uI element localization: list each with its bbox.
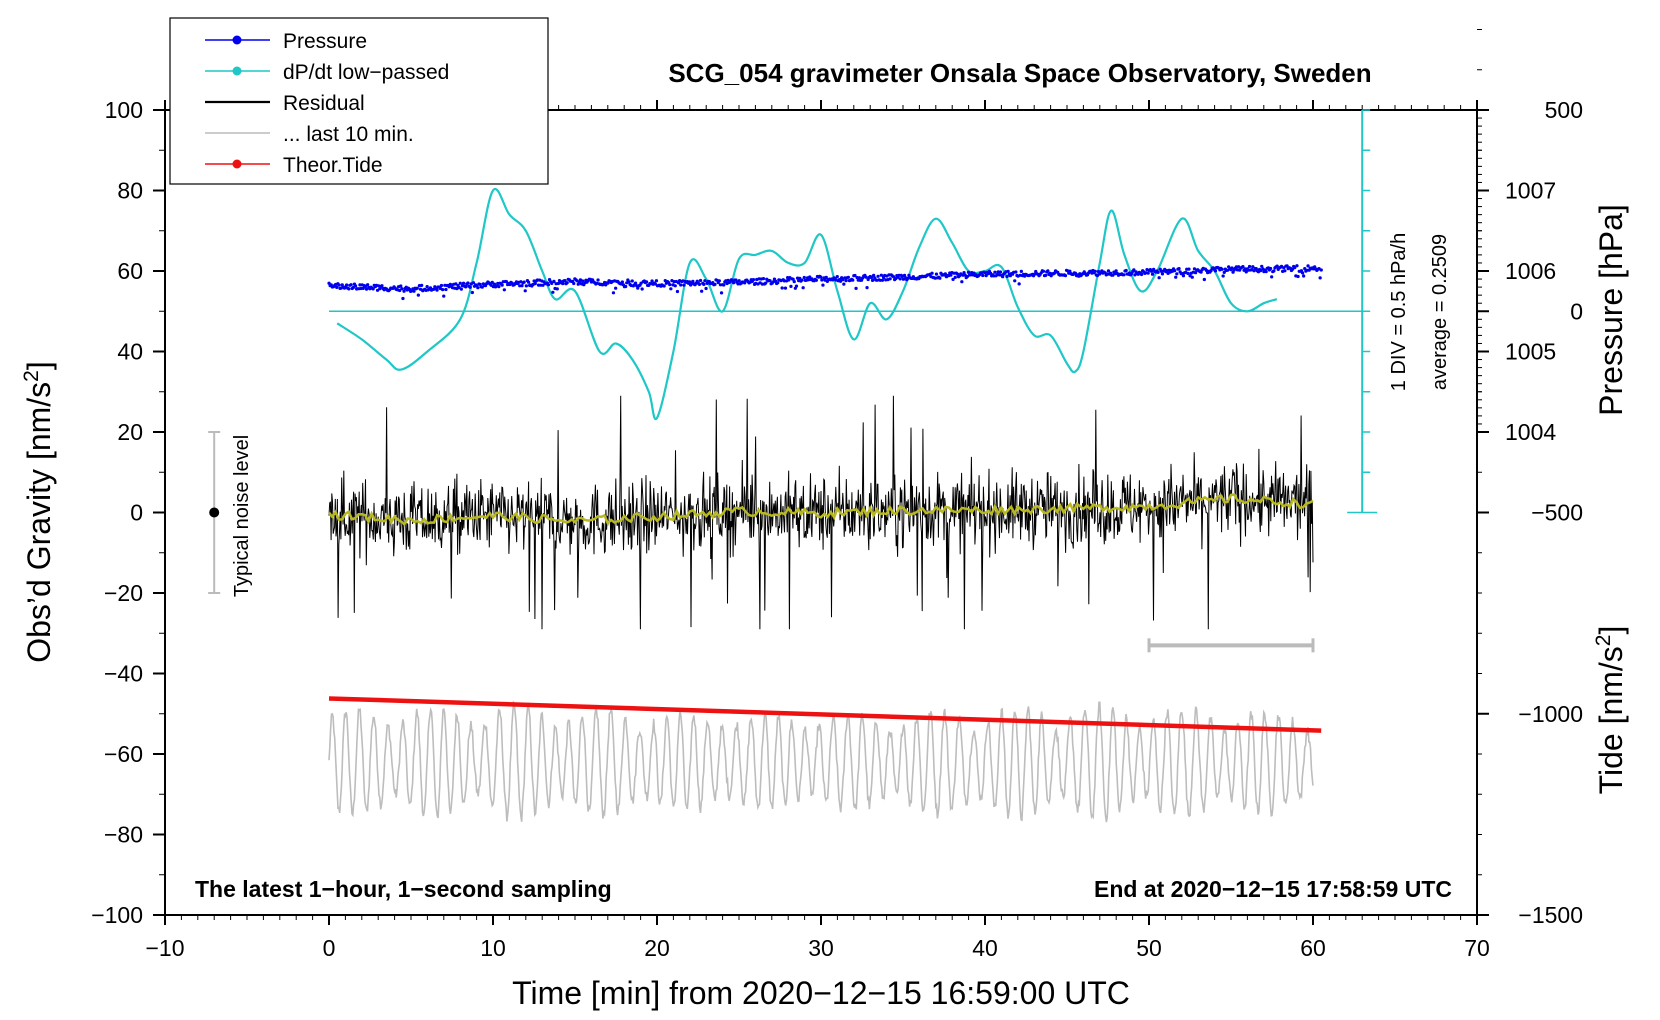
y-tick-label: 40	[117, 339, 143, 365]
x-tick-label: 40	[972, 935, 998, 961]
y-tick-label: −100	[91, 902, 143, 928]
annotation-bottom-left: The latest 1−hour, 1−second sampling	[195, 876, 612, 902]
pressure-tick-label: 1006	[1505, 258, 1556, 284]
dpdt-line	[336, 187, 1278, 421]
y-tick-label: 0	[130, 500, 143, 526]
pressure-tick-label: 1005	[1505, 339, 1556, 365]
y-axis-title-left: Obs’d Gravity [nm/s2]	[20, 361, 57, 663]
y-tick-label: 20	[117, 419, 143, 445]
overlay-marks	[208, 431, 1315, 653]
tide-tick-label: 500	[1545, 97, 1583, 123]
tide-tick-label: −1000	[1518, 701, 1583, 727]
x-tick-label: 0	[323, 935, 336, 961]
x-tick-label: 20	[644, 935, 670, 961]
residual-series	[328, 395, 1314, 630]
annotation-bottom-right: End at 2020−12−15 17:58:59 UTC	[1094, 876, 1452, 902]
y-axis-ticks: 100 80 60 40 20 0 −20 −40 −60 −80 −100	[91, 97, 165, 928]
last10-series	[328, 700, 1314, 823]
residual-lowpass-line	[328, 493, 1314, 527]
y-tick-label: −60	[104, 741, 143, 767]
noise-label: Typical noise level	[231, 435, 253, 597]
tide-tick-label: 0	[1570, 298, 1583, 324]
x-axis-ticks: −10 0 10 20 30 40 50 60 70	[145, 100, 1490, 961]
y-axis-title-tide: Tide [nm/s2]	[1592, 626, 1629, 795]
legend-label: Residual	[283, 92, 365, 115]
dpdt-series	[329, 109, 1378, 514]
tide-tick-label: −1500	[1518, 902, 1583, 928]
tide-series	[328, 696, 1322, 733]
pressure-tick-label: 1007	[1505, 178, 1556, 204]
pressure-tick-label: 1004	[1505, 419, 1556, 445]
x-tick-label: 50	[1136, 935, 1162, 961]
y-tick-label: 100	[105, 97, 143, 123]
x-tick-label: 10	[480, 935, 506, 961]
legend-label: Pressure	[283, 30, 367, 53]
tide-line	[328, 696, 1322, 733]
legend-label: ... last 10 min.	[283, 123, 414, 146]
x-tick-label: 30	[808, 935, 834, 961]
legend-marker	[232, 35, 242, 45]
legend-label: dP/dt low−passed	[283, 61, 449, 84]
last10-line	[328, 700, 1314, 823]
y-tick-label: −40	[104, 661, 143, 687]
y-tick-label: −20	[104, 580, 143, 606]
pressure-series	[327, 264, 1323, 301]
residual-line	[328, 395, 1314, 630]
y-tick-label: 60	[117, 258, 143, 284]
avg-label: average = 0.2509	[1429, 234, 1451, 390]
y-axis-title-pressure: Pressure [hPa]	[1593, 204, 1629, 416]
div-label: 1 DIV = 0.5 hPa/h	[1388, 233, 1410, 391]
legend: Pressure dP/dt low−passed Residual ... last…	[169, 17, 549, 185]
x-tick-label: 70	[1464, 935, 1490, 961]
x-tick-label: 60	[1300, 935, 1326, 961]
x-axis-title: Time [min] from 2020−12−15 16:59:00 UTC	[512, 975, 1130, 1011]
pressure-dots	[327, 264, 1323, 301]
legend-marker	[232, 159, 242, 169]
legend-marker	[232, 66, 242, 76]
tide-axis-ticks: 10005000−500−1000−1500	[1477, 29, 1583, 928]
residual-lowpass-series	[328, 493, 1314, 527]
pressure-axis-ticks: 1007 1006 1005 1004	[1477, 117, 1556, 445]
x-tick-label: −10	[145, 935, 184, 961]
y-tick-label: 80	[117, 178, 143, 204]
y-tick-label: −80	[104, 822, 143, 848]
legend-label: Theor.Tide	[283, 154, 383, 177]
tide-tick-label: −500	[1531, 500, 1583, 526]
noise-bar-center	[209, 507, 220, 518]
chart-title: SCG_054 gravimeter Onsala Space Observat…	[668, 58, 1371, 88]
